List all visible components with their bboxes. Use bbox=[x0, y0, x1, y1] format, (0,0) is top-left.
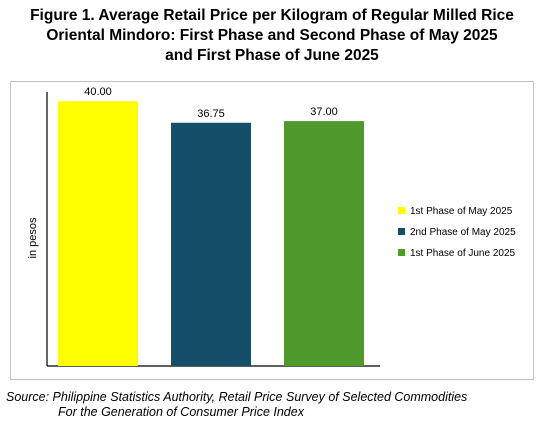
chart-title-line-3: and First Phase of June 2025 bbox=[165, 47, 379, 64]
legend-label-2: 2nd Phase of May 2025 bbox=[410, 227, 516, 238]
source-line-1: Source: Philippine Statistics Authority,… bbox=[6, 390, 468, 404]
chart-title-line-1: Figure 1. Average Retail Price per Kilog… bbox=[30, 7, 514, 24]
y-axis-label: in pesos bbox=[27, 217, 39, 258]
bar-3 bbox=[284, 121, 364, 366]
source-note: Source: Philippine Statistics Authority,… bbox=[6, 390, 536, 420]
bar-value-label-1: 40.00 bbox=[84, 86, 112, 98]
bar-1 bbox=[58, 101, 138, 366]
legend-label-3: 1st Phase of June 2025 bbox=[410, 248, 516, 259]
legend-swatch-1 bbox=[398, 207, 405, 214]
source-line-2: For the Generation of Consumer Price Ind… bbox=[58, 405, 304, 419]
bar-2 bbox=[171, 122, 251, 366]
bar-value-label-2: 36.75 bbox=[197, 108, 225, 120]
legend-swatch-2 bbox=[398, 228, 405, 235]
legend-label-1: 1st Phase of May 2025 bbox=[410, 206, 513, 217]
legend-swatch-3 bbox=[398, 249, 405, 256]
bar-value-label-3: 37.00 bbox=[310, 106, 338, 118]
chart-title: Figure 1. Average Retail Price per Kilog… bbox=[0, 6, 544, 66]
chart-title-line-2: Oriental Mindoro: First Phase and Second… bbox=[46, 27, 498, 44]
chart-area bbox=[10, 81, 534, 380]
